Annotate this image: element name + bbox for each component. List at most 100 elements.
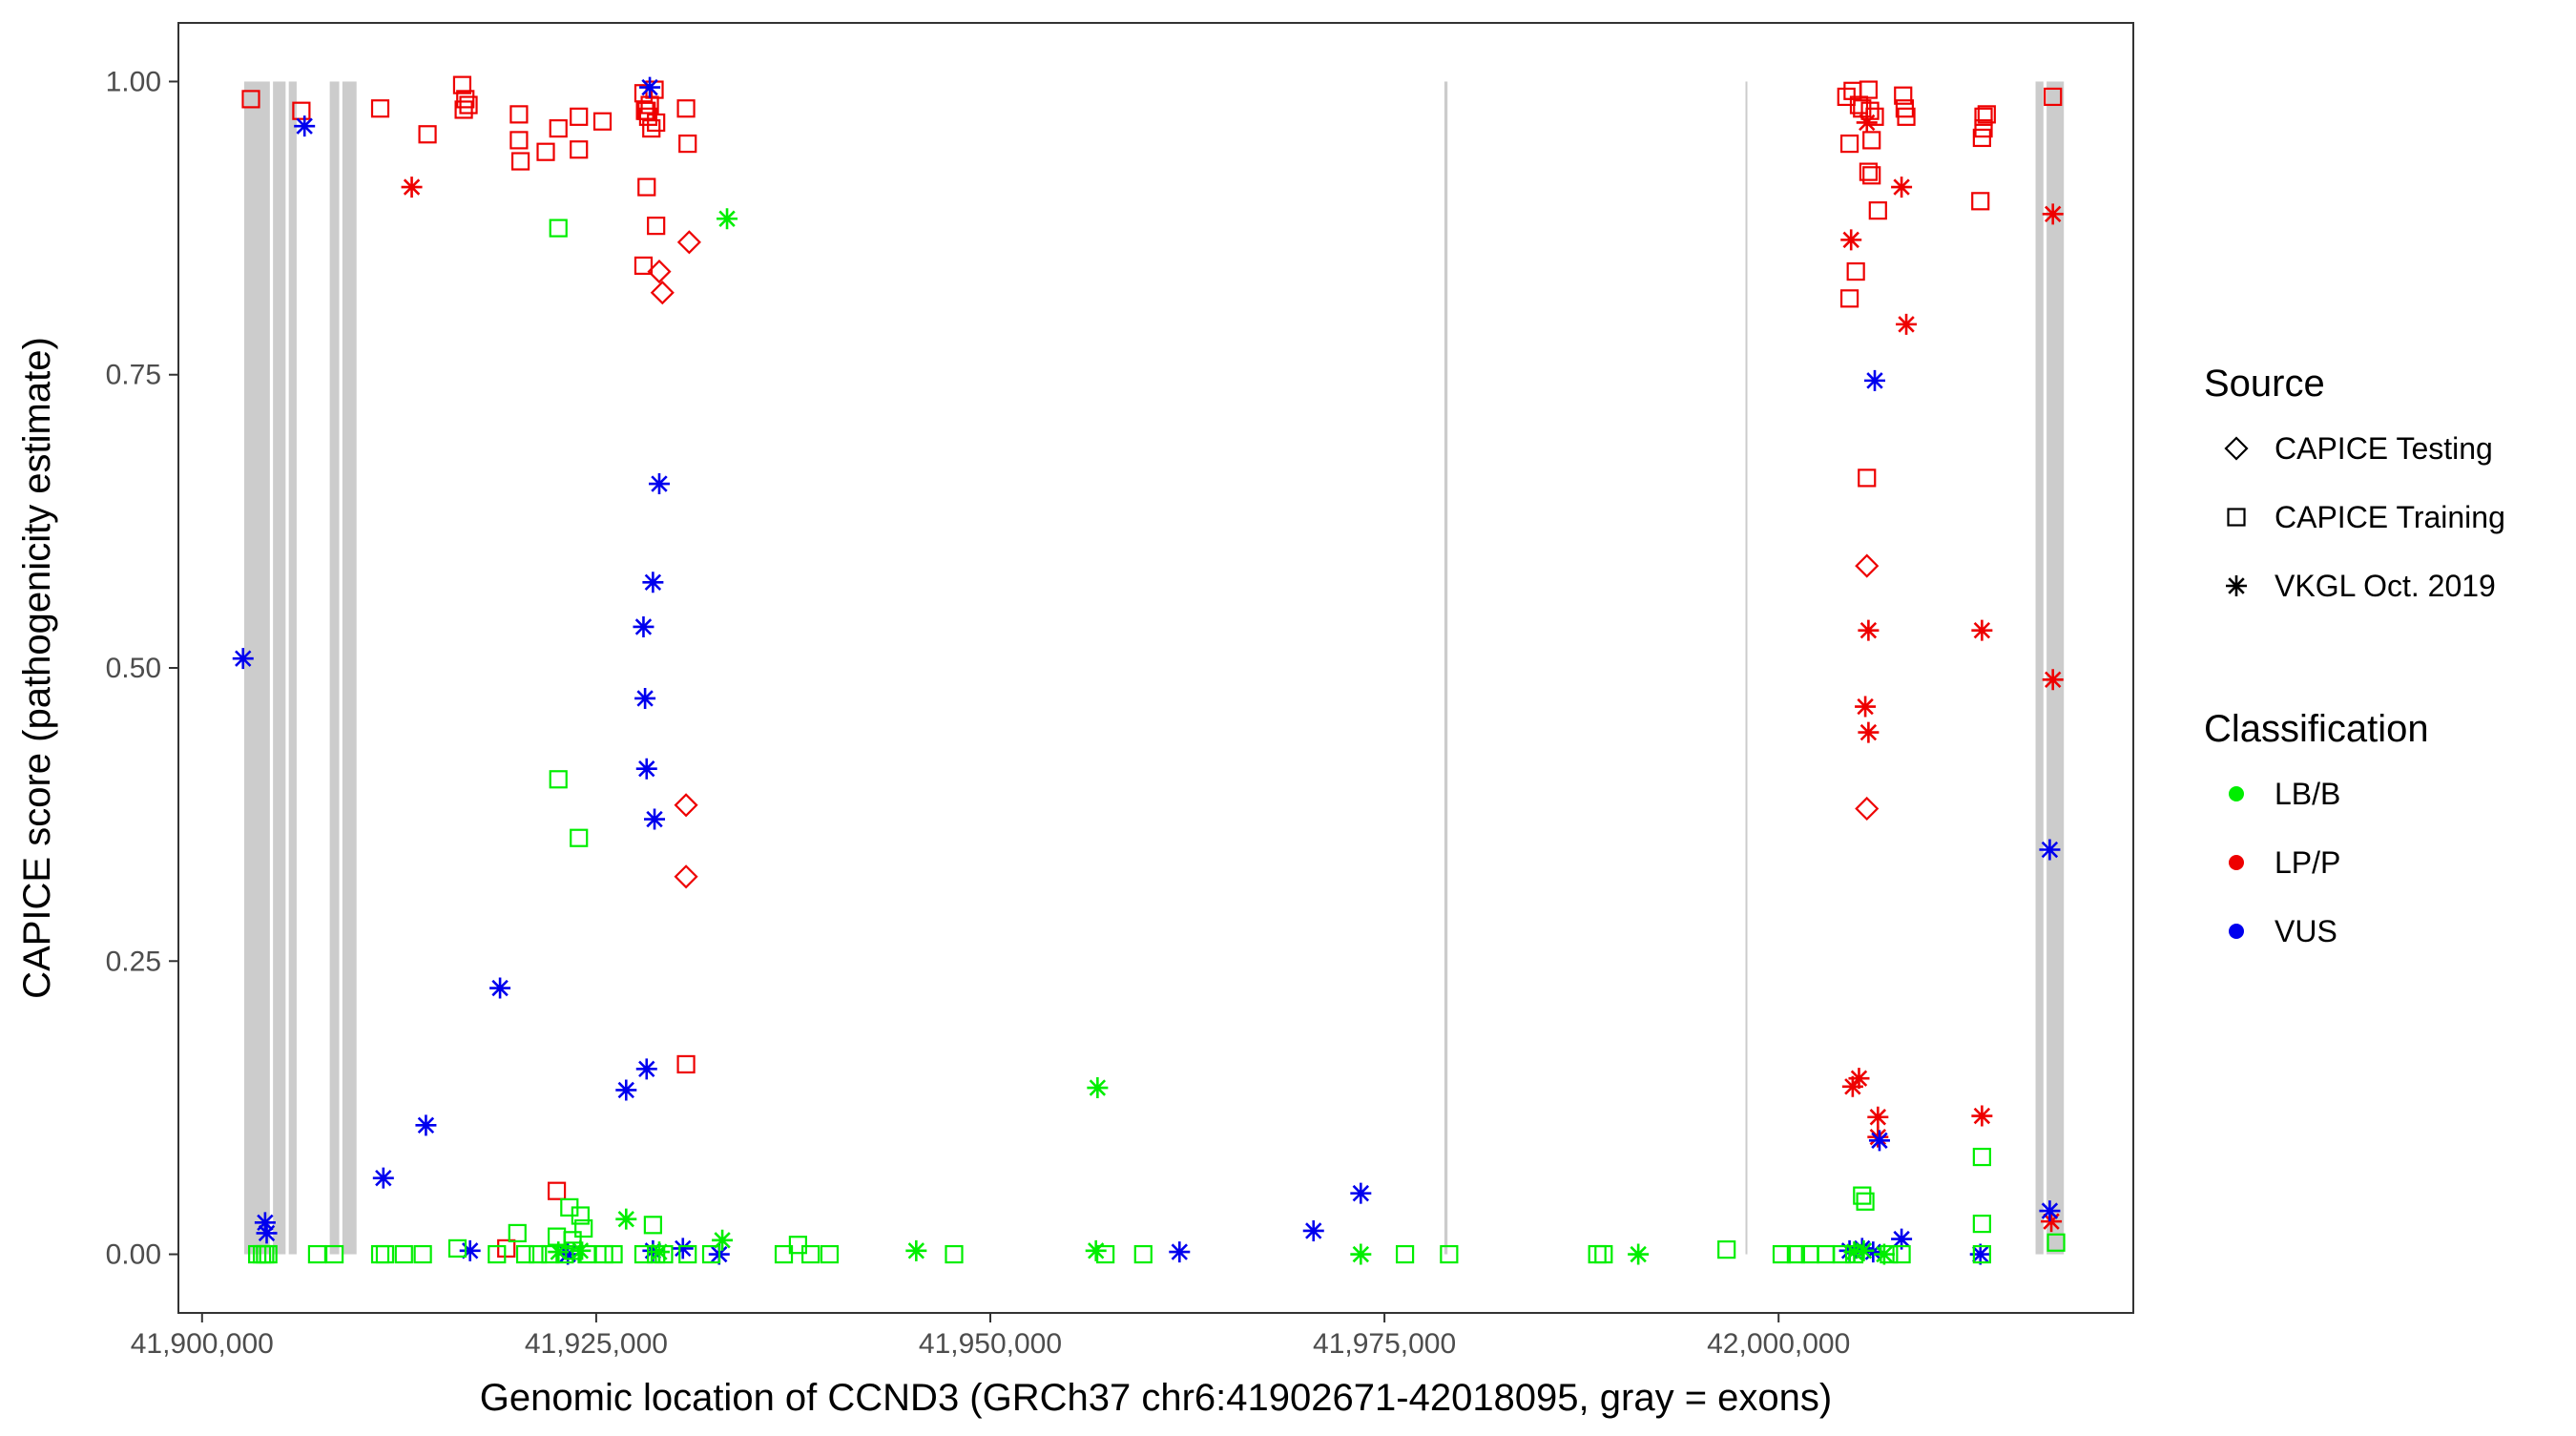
x-tick-label: 41,925,000	[525, 1328, 668, 1360]
data-point	[1133, 1244, 1153, 1264]
data-point	[648, 1241, 670, 1263]
data-point	[509, 105, 529, 124]
data-point	[642, 119, 661, 138]
data-point	[1972, 1214, 1991, 1234]
data-point	[642, 572, 664, 593]
data-point	[1892, 1244, 1911, 1264]
data-point	[570, 140, 589, 159]
data-point	[647, 113, 666, 133]
data-point	[1972, 1147, 1991, 1167]
data-point	[1891, 1228, 1913, 1250]
data-point	[570, 107, 589, 126]
exon-band	[2046, 81, 2065, 1255]
data-point	[1856, 1192, 1875, 1211]
data-point	[1594, 1244, 1613, 1264]
data-point	[541, 1244, 560, 1264]
data-point	[509, 131, 529, 150]
data-point	[370, 1244, 390, 1264]
data-point	[1856, 112, 1878, 134]
data-point	[637, 177, 656, 197]
data-point	[256, 1222, 278, 1244]
data-point	[712, 1229, 734, 1251]
exon-band	[329, 81, 340, 1255]
data-point	[788, 1236, 808, 1255]
exon-band	[1745, 81, 1748, 1255]
data-point	[1858, 619, 1880, 641]
data-point	[1974, 107, 1993, 126]
data-point	[634, 687, 656, 709]
data-point	[1395, 1244, 1415, 1264]
data-point	[1858, 468, 1877, 488]
data-point	[1971, 192, 1990, 211]
data-point	[1977, 105, 1996, 124]
legend-symbol-asterisk	[2226, 575, 2247, 596]
data-point	[459, 95, 478, 114]
data-point	[1868, 1130, 1890, 1152]
data-point	[1302, 1219, 1324, 1241]
data-point	[1858, 721, 1880, 743]
data-point	[577, 1244, 596, 1264]
data-point	[1440, 1244, 1459, 1264]
data-point	[401, 177, 423, 198]
data-point	[1786, 1244, 1805, 1264]
data-point	[447, 1238, 467, 1259]
series-vkgl-oct-2019-lp-p	[401, 112, 2064, 1233]
data-point	[452, 75, 472, 94]
series-vkgl-oct-2019-lb-b	[548, 208, 1895, 1265]
data-point	[549, 119, 568, 138]
data-point	[647, 260, 672, 284]
data-point	[294, 115, 316, 137]
data-point	[633, 615, 654, 637]
data-point	[292, 101, 311, 120]
data-point	[676, 1054, 696, 1074]
data-point	[592, 112, 613, 131]
data-point	[654, 1244, 674, 1264]
data-point	[1772, 1244, 1792, 1264]
data-point	[529, 1244, 548, 1264]
exon-band	[1444, 81, 1448, 1255]
point-layer	[232, 75, 2066, 1265]
data-point	[635, 758, 657, 780]
data-point	[241, 90, 260, 109]
data-point	[674, 793, 698, 818]
data-point	[1897, 107, 1916, 126]
y-tick-label: 0.75	[106, 360, 161, 391]
data-point	[1855, 696, 1877, 718]
axis-layer: 41,900,000 41,925,000 41,950,000 41,975,000…	[106, 66, 1851, 1360]
data-point	[637, 101, 656, 120]
data-point	[574, 1218, 593, 1238]
legend-color-dot	[2229, 924, 2244, 939]
data-point	[418, 125, 437, 144]
data-point	[459, 1239, 481, 1261]
data-point	[1969, 1243, 1991, 1265]
legend-label: CAPICE Training	[2275, 500, 2505, 534]
data-point	[774, 1244, 794, 1264]
y-tick-label: 0.50	[106, 653, 161, 684]
series-capice-testing-lp-p	[647, 230, 1880, 889]
y-axis-label: CAPICE score (pathogenicity estimate)	[16, 337, 58, 999]
data-point	[634, 256, 654, 276]
data-point	[570, 1239, 592, 1261]
legend-color-dot	[2229, 786, 2244, 801]
data-point	[2044, 87, 2063, 107]
data-point	[1839, 134, 1859, 154]
data-point	[1855, 553, 1880, 578]
data-point	[456, 90, 475, 109]
data-point	[571, 1206, 590, 1225]
data-point	[375, 1244, 395, 1264]
x-tick-label: 41,950,000	[919, 1328, 1062, 1360]
legend: Source CAPICE Testing CAPICE Training VKGL …	[2204, 363, 2505, 948]
data-point	[370, 99, 390, 118]
data-point	[644, 808, 666, 830]
data-point	[1974, 119, 1993, 138]
data-point	[1891, 177, 1913, 198]
data-point	[1096, 1244, 1115, 1264]
legend-symbol-diamond	[2224, 436, 2249, 461]
series-capice-training-lb-b	[248, 219, 2066, 1264]
data-point	[1859, 80, 1878, 99]
data-point	[2042, 203, 2064, 225]
data-point	[1849, 95, 1869, 114]
data-point	[1972, 128, 1991, 148]
data-point	[307, 1244, 327, 1264]
